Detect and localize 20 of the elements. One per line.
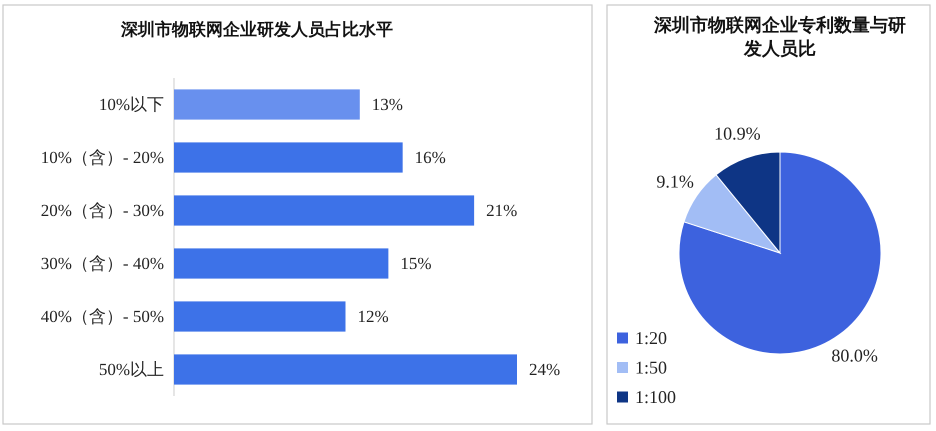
data-label: 12% <box>358 307 389 326</box>
category-label: 50%以上 <box>98 360 164 379</box>
legend-label: 1:100 <box>635 387 676 407</box>
legend-label: 1:20 <box>635 328 668 348</box>
title: 深圳市物联网企业专利数量与研发人员比 <box>654 15 906 58</box>
data-label: 15% <box>400 254 432 273</box>
legend-label: 1:50 <box>635 358 668 378</box>
data-label: 16% <box>414 148 446 167</box>
category-label: 40%（含）- 50% <box>40 307 164 326</box>
data-label: 9.1% <box>656 171 694 192</box>
title: 深圳市物联网企业研发人员占比水平 <box>121 20 393 38</box>
category-label: 30%（含）- 40% <box>40 254 164 273</box>
category-label: 20%（含）- 30% <box>40 201 164 220</box>
data-label: 80.0% <box>831 346 878 366</box>
data-label: 13% <box>372 95 403 114</box>
category-label: 10%以下 <box>98 95 164 114</box>
category-label: 10%（含）- 20% <box>40 148 164 167</box>
data-label: 24% <box>529 360 560 379</box>
data-label: 21% <box>486 201 518 220</box>
data-label: 10.9% <box>714 123 761 144</box>
